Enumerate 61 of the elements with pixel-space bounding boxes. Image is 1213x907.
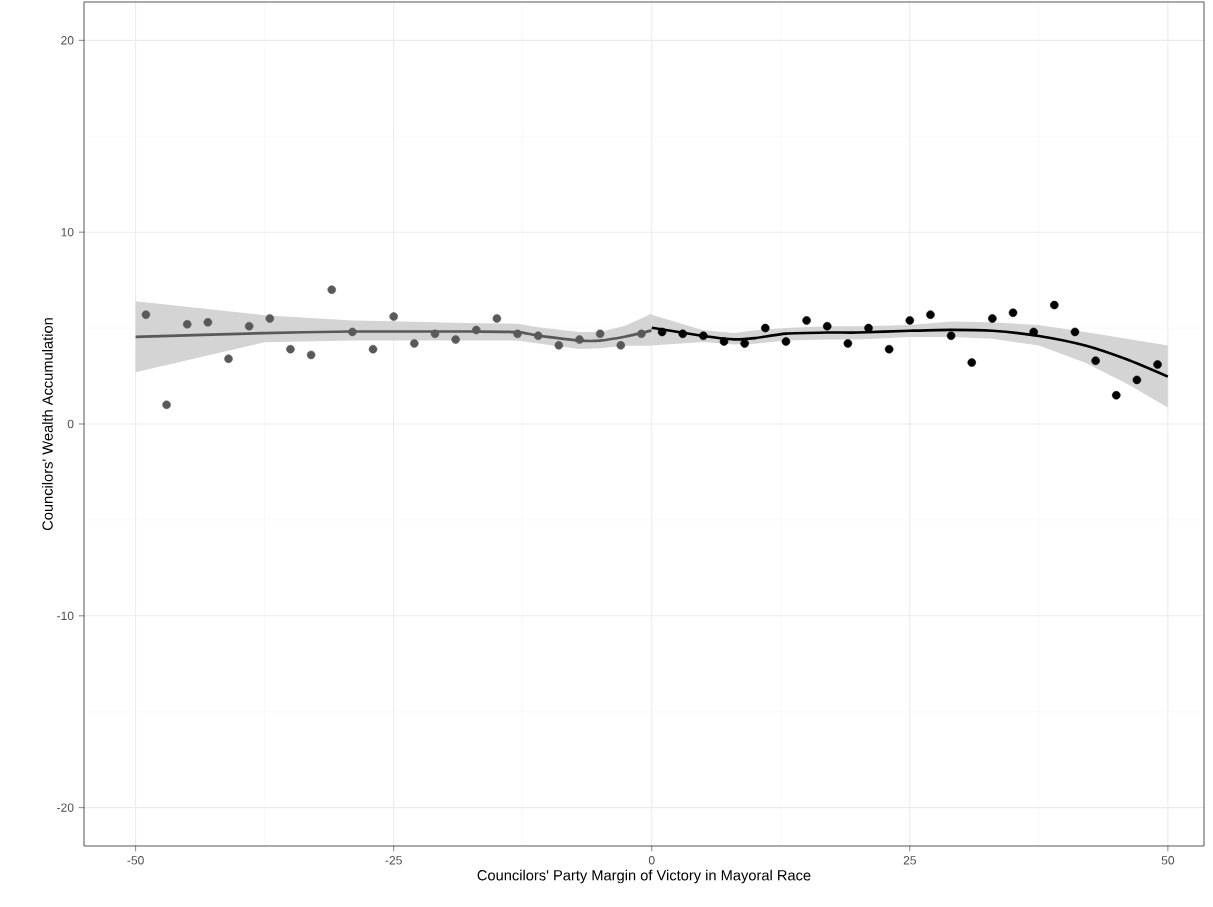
point [781, 337, 791, 346]
point [265, 314, 275, 323]
point [678, 329, 687, 339]
point [327, 285, 337, 294]
y-axis-title: Councilors' Wealth Accumulation [42, 318, 53, 531]
point [595, 329, 605, 339]
y-tick-label: -10 [57, 611, 74, 621]
point [162, 400, 171, 410]
point [657, 327, 667, 337]
point [905, 316, 915, 325]
point [1050, 300, 1059, 310]
x-axis-title: Councilors' Party Margin of Victory in Mayoral Race [477, 869, 811, 884]
point [306, 350, 316, 360]
point [967, 358, 977, 367]
y-tick-label: -20 [57, 803, 74, 812]
point [946, 331, 956, 341]
point [802, 316, 811, 325]
point [575, 335, 584, 344]
point [430, 329, 440, 339]
y-tick-label: 20 [61, 36, 74, 45]
point [513, 329, 522, 339]
point [141, 310, 151, 319]
point [740, 339, 749, 348]
point [1008, 308, 1018, 318]
y-tick-label: 10 [61, 227, 74, 237]
point [761, 323, 770, 333]
point [389, 312, 398, 321]
point [1070, 327, 1080, 337]
point [1029, 327, 1038, 337]
x-tick-label: 25 [903, 856, 916, 865]
x-tick-label: 50 [1161, 856, 1175, 865]
x-tick-label: -50 [127, 856, 144, 865]
point [348, 327, 357, 337]
point [822, 321, 832, 331]
point [471, 325, 481, 335]
x-tick-label: -25 [385, 856, 402, 865]
x-tick-label: 0 [648, 856, 655, 865]
point [410, 339, 419, 348]
point [616, 341, 626, 350]
point [203, 318, 213, 327]
point [554, 341, 564, 350]
point [988, 314, 997, 323]
point [182, 319, 192, 329]
point [1132, 375, 1142, 385]
point [719, 337, 729, 346]
point [244, 321, 254, 331]
y-tick-label: 0 [67, 419, 74, 429]
point [637, 329, 646, 339]
point [492, 314, 502, 323]
point [884, 344, 894, 354]
point [1153, 360, 1162, 369]
point [224, 354, 233, 364]
point [926, 310, 935, 319]
point [533, 331, 543, 341]
point [1111, 390, 1121, 400]
point [1091, 356, 1100, 365]
point [451, 335, 460, 344]
point [368, 344, 378, 354]
point [286, 344, 295, 354]
point [699, 331, 708, 341]
point [843, 339, 853, 348]
